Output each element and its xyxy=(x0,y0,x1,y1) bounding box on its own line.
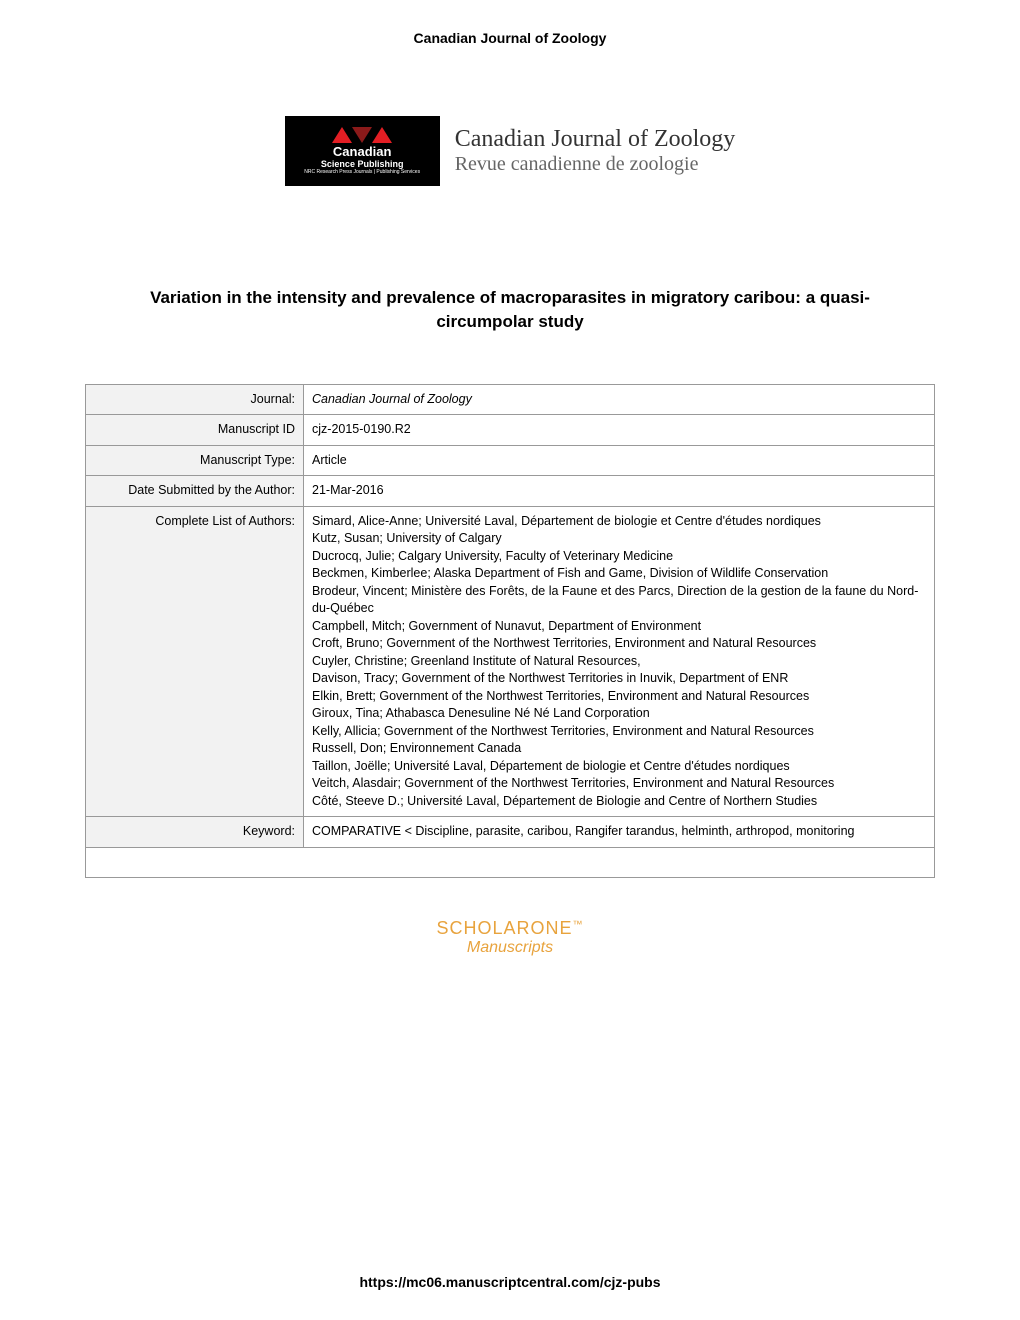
logo-triangles-icon xyxy=(332,127,392,143)
metadata-label: Keyword: xyxy=(86,817,304,848)
table-row: Complete List of Authors: Simard, Alice-A… xyxy=(86,506,935,817)
metadata-label: Manuscript Type: xyxy=(86,445,304,476)
journal-title-french: Revue canadienne de zoologie xyxy=(455,153,736,176)
publisher-logo: Canadian Science Publishing NRC Research… xyxy=(285,116,440,186)
table-row: Manuscript Type:Article xyxy=(86,445,935,476)
metadata-value: COMPARATIVE < Discipline, parasite, cari… xyxy=(304,817,935,848)
scholarone-tm: ™ xyxy=(573,919,584,930)
author-entry: Cuyler, Christine; Greenland Institute o… xyxy=(312,653,926,671)
metadata-label: Date Submitted by the Author: xyxy=(86,476,304,507)
scholarone-brand: SCHOLARONE xyxy=(436,918,572,938)
table-row: Journal:Canadian Journal of Zoology xyxy=(86,384,935,415)
table-row: Keyword:COMPARATIVE < Discipline, parasi… xyxy=(86,817,935,848)
metadata-value: Canadian Journal of Zoology xyxy=(304,384,935,415)
author-entry: Campbell, Mitch; Government of Nunavut, … xyxy=(312,618,926,636)
page-header: Canadian Journal of Zoology xyxy=(0,0,1020,46)
scholarone-logo: SCHOLARONE™ Manuscripts xyxy=(0,918,1020,957)
metadata-label: Complete List of Authors: xyxy=(86,506,304,817)
metadata-value: 21-Mar-2016 xyxy=(304,476,935,507)
authors-list: Simard, Alice-Anne; Université Laval, Dé… xyxy=(304,506,935,817)
empty-cell xyxy=(86,847,935,877)
author-entry: Russell, Don; Environnement Canada xyxy=(312,740,926,758)
logo-section: Canadian Science Publishing NRC Research… xyxy=(0,116,1020,186)
author-entry: Kelly, Allicia; Government of the Northw… xyxy=(312,723,926,741)
table-row: Date Submitted by the Author:21-Mar-2016 xyxy=(86,476,935,507)
table-row-empty xyxy=(86,847,935,877)
author-entry: Simard, Alice-Anne; Université Laval, Dé… xyxy=(312,513,926,531)
footer-url: https://mc06.manuscriptcentral.com/cjz-p… xyxy=(0,1274,1020,1290)
author-entry: Giroux, Tina; Athabasca Denesuline Né Né… xyxy=(312,705,926,723)
author-entry: Elkin, Brett; Government of the Northwes… xyxy=(312,688,926,706)
table-row: Manuscript IDcjz-2015-0190.R2 xyxy=(86,415,935,446)
author-entry: Davison, Tracy; Government of the Northw… xyxy=(312,670,926,688)
author-entry: Taillon, Joëlle; Université Laval, Dépar… xyxy=(312,758,926,776)
metadata-label: Journal: xyxy=(86,384,304,415)
author-entry: Veitch, Alasdair; Government of the Nort… xyxy=(312,775,926,793)
article-title: Variation in the intensity and prevalenc… xyxy=(0,286,1020,334)
journal-name-block: Canadian Journal of Zoology Revue canadi… xyxy=(455,126,736,176)
scholarone-sub: Manuscripts xyxy=(0,939,1020,957)
author-entry: Kutz, Susan; University of Calgary xyxy=(312,530,926,548)
publisher-name: Canadian xyxy=(333,145,392,159)
metadata-value: cjz-2015-0190.R2 xyxy=(304,415,935,446)
publisher-tagline: NRC Research Press Journals | Publishing… xyxy=(304,169,420,175)
metadata-table: Journal:Canadian Journal of ZoologyManus… xyxy=(85,384,935,878)
author-entry: Brodeur, Vincent; Ministère des Forêts, … xyxy=(312,583,926,618)
metadata-label: Manuscript ID xyxy=(86,415,304,446)
metadata-value: Article xyxy=(304,445,935,476)
author-entry: Beckmen, Kimberlee; Alaska Department of… xyxy=(312,565,926,583)
journal-title-english: Canadian Journal of Zoology xyxy=(455,126,736,153)
publisher-subtext: Science Publishing xyxy=(321,159,404,169)
author-entry: Côté, Steeve D.; Université Laval, Dépar… xyxy=(312,793,926,811)
author-entry: Ducrocq, Julie; Calgary University, Facu… xyxy=(312,548,926,566)
author-entry: Croft, Bruno; Government of the Northwes… xyxy=(312,635,926,653)
